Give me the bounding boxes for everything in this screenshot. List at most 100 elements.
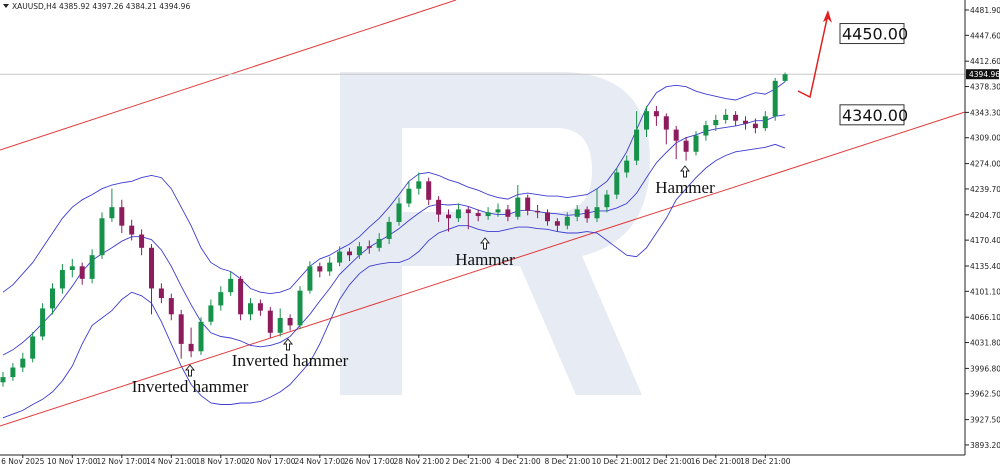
candle-body xyxy=(554,221,560,226)
y-tick-label: 4135.40 xyxy=(970,262,1000,271)
candle-body xyxy=(89,255,95,279)
pattern-label: Inverted hammer xyxy=(232,351,349,370)
candle-body xyxy=(178,314,184,344)
candle-body xyxy=(634,129,640,161)
candle-body xyxy=(673,129,679,141)
candle-body xyxy=(347,251,352,256)
x-tick-label: 10 Dec 21:00 xyxy=(592,457,643,466)
current-price-box xyxy=(966,69,999,80)
y-tick-label: 3893.20 xyxy=(970,441,1000,450)
candle-body xyxy=(238,278,244,315)
candle-body xyxy=(683,140,689,152)
candle-body xyxy=(416,181,422,189)
header: XAUUSD,H4 4385.92 4397.26 4384.21 4394.9… xyxy=(12,2,190,11)
pattern-label: Hammer xyxy=(455,250,515,269)
candle-body xyxy=(713,119,719,126)
candle-body xyxy=(257,303,263,311)
candle-body xyxy=(198,321,204,352)
candle-body xyxy=(218,292,224,306)
candle-body xyxy=(446,214,451,219)
candle-body xyxy=(327,262,333,272)
candle-body xyxy=(79,266,85,279)
candle-body xyxy=(317,266,323,272)
candle-body xyxy=(69,266,75,270)
menu-triangle xyxy=(3,4,9,8)
candle-body xyxy=(515,197,521,217)
pattern-label: Hammer xyxy=(655,178,715,197)
x-tick-label: 20 Nov 17:00 xyxy=(245,457,296,466)
arrow xyxy=(184,364,196,377)
candle-body xyxy=(475,213,481,217)
candle-body xyxy=(436,199,442,215)
candle-body xyxy=(564,216,570,226)
x-tick-label: 4 Dec 21:00 xyxy=(495,457,541,466)
candle-body xyxy=(762,116,768,129)
candle-body xyxy=(644,111,649,130)
arrow xyxy=(679,165,691,178)
candle-body xyxy=(356,246,362,256)
candle-body xyxy=(663,116,669,130)
candle-body xyxy=(129,225,135,235)
level-label: 4340.00 xyxy=(842,106,908,125)
x-tick-label: 12 Dec 21:00 xyxy=(641,457,692,466)
candle-body xyxy=(525,197,531,211)
bollinger-middle xyxy=(2,114,786,356)
candle-body xyxy=(743,120,748,124)
level-label: 4450.00 xyxy=(842,25,908,44)
y-tick-label: 3962.50 xyxy=(970,390,1000,399)
x-tick-label: 18 Nov 17:00 xyxy=(196,457,247,466)
y-tick-label: 3927.50 xyxy=(970,416,1000,425)
candle-body xyxy=(277,318,283,333)
candle-body xyxy=(505,209,511,217)
hammer-arrows xyxy=(184,165,691,377)
candle-body xyxy=(723,114,729,120)
candle-body xyxy=(752,123,758,129)
x-tick-label: 10 Nov 17:00 xyxy=(47,457,98,466)
watermark xyxy=(340,72,650,395)
x-tick-label: 16 Dec 21:00 xyxy=(691,457,742,466)
level-box xyxy=(839,23,905,45)
candle-body xyxy=(772,80,778,117)
y-tick-label: 4447.60 xyxy=(970,31,1000,40)
candle-body xyxy=(614,172,620,195)
x-tick-label: 8 Dec 21:00 xyxy=(544,457,590,466)
current-price-label: 4394.96 xyxy=(969,70,1000,79)
x-tick-label: 12 Nov 17:00 xyxy=(97,457,148,466)
candle-body xyxy=(426,181,432,200)
candle-body xyxy=(733,114,739,121)
candle-body xyxy=(208,305,214,322)
candle-body xyxy=(40,308,46,337)
candle-body xyxy=(0,377,6,383)
candle-body xyxy=(99,218,105,256)
level-box xyxy=(839,104,905,126)
y-tick-label: 4101.10 xyxy=(970,287,1000,296)
symbol: XAUUSD,H4 xyxy=(12,2,57,11)
x-tick-label: 26 Nov 17:00 xyxy=(344,457,395,466)
candle-body xyxy=(119,207,125,226)
candle-body xyxy=(50,288,55,309)
candle-body xyxy=(248,303,253,315)
plot-area xyxy=(0,72,965,419)
candle-body xyxy=(297,290,303,326)
candle-body xyxy=(545,212,550,222)
candle-body xyxy=(455,209,461,219)
y-tick-label: 4031.80 xyxy=(970,339,1000,348)
x-tick-label: 28 Nov 21:00 xyxy=(394,457,445,466)
y-tick-label: 4309.00 xyxy=(970,134,1000,143)
y-tick-label: 4343.30 xyxy=(970,108,1000,117)
bollinger-lower xyxy=(2,143,786,419)
candle-body xyxy=(168,298,174,315)
candle-body xyxy=(366,246,372,248)
bollinger-upper xyxy=(2,81,786,295)
y-tick-label: 4412.60 xyxy=(970,57,1000,66)
candle-body xyxy=(594,207,600,219)
y-tick-label: 4481.90 xyxy=(970,6,1000,15)
x-tick-label: 6 Nov 2025 xyxy=(1,457,44,466)
candle-body xyxy=(30,336,36,359)
candle-body xyxy=(604,194,610,208)
candle-body xyxy=(386,221,392,239)
y-tick-label: 4274.00 xyxy=(970,160,1000,169)
candle-body xyxy=(59,269,65,289)
ohlc-high: 4397.26 xyxy=(92,2,123,11)
